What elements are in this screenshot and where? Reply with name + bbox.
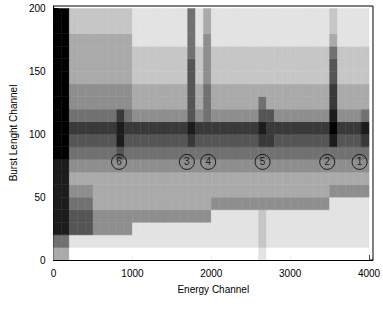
svg-text:2000: 2000 [200, 268, 223, 279]
svg-text:0: 0 [40, 255, 46, 266]
svg-text:6: 6 [116, 156, 122, 167]
svg-text:150: 150 [29, 66, 46, 77]
svg-text:Energy Channel: Energy Channel [177, 284, 249, 295]
svg-text:0: 0 [51, 268, 57, 279]
svg-text:1: 1 [357, 156, 363, 167]
svg-text:2: 2 [324, 156, 330, 167]
svg-text:1000: 1000 [121, 268, 144, 279]
svg-text:100: 100 [29, 129, 46, 140]
svg-text:3: 3 [184, 156, 190, 167]
svg-text:4: 4 [205, 156, 211, 167]
svg-text:200: 200 [29, 3, 46, 14]
svg-text:50: 50 [34, 192, 46, 203]
svg-text:3000: 3000 [279, 268, 302, 279]
svg-text:5: 5 [260, 156, 266, 167]
svg-text:Burst Lenght Channel: Burst Lenght Channel [8, 85, 19, 182]
svg-text:4000: 4000 [358, 268, 381, 279]
